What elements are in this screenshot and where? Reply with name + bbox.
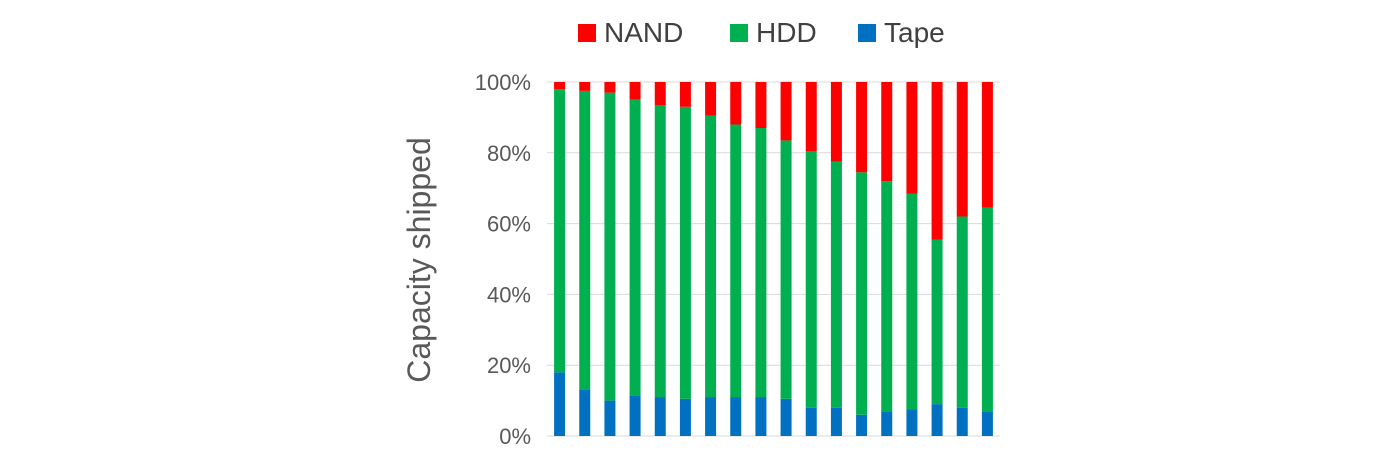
- legend-swatch-hdd: [730, 24, 748, 42]
- y-tick-label: 60%: [487, 212, 531, 237]
- y-tick-label: 100%: [475, 70, 531, 95]
- bar-segment-nand: [755, 82, 767, 129]
- bar-segment-tape: [604, 400, 616, 436]
- bar-segment-tape: [730, 397, 742, 436]
- bar-segment-nand: [579, 82, 591, 91]
- bar-segment-tape: [931, 404, 943, 436]
- bar-segment-hdd: [805, 151, 817, 408]
- bar-segment-nand: [679, 82, 691, 107]
- legend: NAND HDD Tape: [578, 17, 945, 48]
- bar-segment-hdd: [780, 140, 792, 399]
- bar-segment-tape: [830, 407, 842, 436]
- bar-segment-hdd: [931, 239, 943, 405]
- y-axis-ticks: 0% 20% 40% 60% 80% 100%: [475, 70, 531, 449]
- bar-segment-hdd: [730, 124, 742, 398]
- legend-label-tape: Tape: [884, 17, 945, 48]
- y-tick-label: 20%: [487, 353, 531, 378]
- legend-swatch-tape: [858, 24, 876, 42]
- bar-segment-tape: [705, 397, 717, 436]
- bar-segment-tape: [654, 397, 666, 436]
- bar-segment-nand: [981, 82, 993, 208]
- bar-segment-hdd: [654, 105, 666, 398]
- bar-segment-nand: [629, 82, 641, 100]
- bar-segment-tape: [805, 407, 817, 436]
- y-tick-label: 0%: [499, 424, 531, 449]
- bar-segment-tape: [554, 372, 566, 436]
- bar-segment-nand: [956, 82, 968, 217]
- bar-segment-tape: [679, 398, 691, 436]
- bar-segment-tape: [881, 411, 893, 436]
- bar-segment-nand: [881, 82, 893, 182]
- bar-segment-nand: [730, 82, 742, 125]
- bar-segment-tape: [981, 411, 993, 436]
- bar-segment-nand: [830, 82, 842, 162]
- bar-segment-nand: [554, 82, 566, 90]
- y-tick-label: 40%: [487, 282, 531, 307]
- bar-segment-tape: [956, 407, 968, 436]
- bar-segment-hdd: [579, 90, 591, 390]
- bar-segment-tape: [579, 389, 591, 436]
- bar-segment-nand: [856, 82, 868, 173]
- bar-segment-hdd: [881, 181, 893, 412]
- bar-segment-tape: [780, 398, 792, 436]
- bar-segment-nand: [805, 82, 817, 152]
- bar-segment-hdd: [604, 92, 616, 401]
- bar-segment-hdd: [856, 172, 868, 415]
- gridlines: [547, 81, 1000, 437]
- bar-segment-hdd: [755, 128, 767, 398]
- y-axis-title: Capacity shipped: [401, 137, 437, 382]
- bar-segment-nand: [604, 82, 616, 93]
- legend-label-hdd: HDD: [756, 17, 817, 48]
- bar-segment-tape: [856, 414, 868, 436]
- y-tick-label: 80%: [487, 141, 531, 166]
- bar-segment-tape: [629, 395, 641, 436]
- bar-segment-nand: [705, 82, 717, 116]
- bar-segment-hdd: [705, 115, 717, 398]
- bar-segment-nand: [780, 82, 792, 141]
- bar-segment-nand: [906, 82, 918, 194]
- bar-segment-hdd: [830, 161, 842, 408]
- bar-segment-hdd: [679, 106, 691, 399]
- bar-segment-hdd: [981, 207, 993, 412]
- bar-segment-tape: [906, 409, 918, 436]
- bars: [554, 82, 993, 436]
- legend-label-nand: NAND: [604, 17, 683, 48]
- bar-segment-hdd: [956, 216, 968, 408]
- bar-segment-hdd: [629, 99, 641, 396]
- legend-swatch-nand: [578, 24, 596, 42]
- bar-segment-hdd: [554, 89, 566, 373]
- bar-segment-nand: [654, 82, 666, 106]
- bar-segment-tape: [755, 397, 767, 436]
- bar-segment-nand: [931, 82, 943, 240]
- bar-segment-hdd: [906, 193, 918, 410]
